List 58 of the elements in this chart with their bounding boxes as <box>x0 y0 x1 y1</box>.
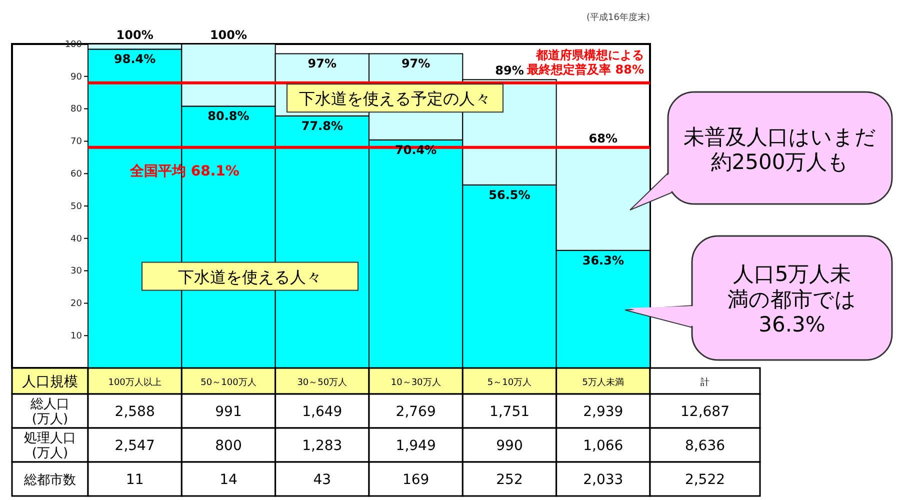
text: (平成16年度末) <box>586 12 650 23</box>
data-label: 2,033 <box>583 472 624 488</box>
series-label: 処理人口(万人) <box>24 431 76 461</box>
y-tick-label: 20 <box>70 299 82 310</box>
data-label: 1,751 <box>489 404 530 420</box>
data-label: 2,588 <box>114 404 155 420</box>
total-label: 68% <box>588 132 618 146</box>
y-tick-label: 50 <box>70 202 82 212</box>
category-label: 5万人未満 <box>582 377 624 388</box>
y-tick-label: 40 <box>70 234 82 244</box>
ref-line-label: 都道府県構想による最終想定普及率 88% <box>526 48 644 76</box>
total-label: 89% <box>495 64 524 78</box>
y-tick-label: 70 <box>70 137 82 148</box>
data-label: 56.5% <box>488 188 530 202</box>
y-tick-label: 10 <box>70 331 82 342</box>
text: 人口規模 <box>22 374 78 390</box>
data-label: 2,939 <box>583 404 624 420</box>
data-label: 14 <box>220 472 238 488</box>
data-label: 80.8% <box>208 109 250 124</box>
data-label: 991 <box>215 404 242 420</box>
series-label: 下水道を使える人々 <box>178 267 322 286</box>
data-label: 2,769 <box>396 404 436 420</box>
data-label: 43 <box>313 472 332 488</box>
y-tick-label: 80 <box>70 104 82 115</box>
data-label: 2,522 <box>684 472 726 488</box>
series-label: 総都市数 <box>23 473 76 488</box>
category-label: 30～50万人 <box>297 377 348 388</box>
text: 人口5万人未満の都市では36.3% <box>728 262 856 337</box>
data-label: 1,066 <box>583 438 624 454</box>
data-label: 1,283 <box>302 438 342 454</box>
series-label: 下水道を使える予定の人々 <box>299 89 491 108</box>
category-label: 100万人以上 <box>108 377 162 388</box>
total-label: 97% <box>308 56 337 71</box>
data-label: 252 <box>496 472 523 488</box>
category-label: 5～10万人 <box>487 377 532 388</box>
text: 未普及人口はいまだ約2500万人も <box>684 124 876 174</box>
data-label: 36.3% <box>582 253 624 268</box>
total-label: 100% <box>116 28 154 42</box>
y-tick-label: 90 <box>70 72 82 82</box>
total-label: 100% <box>210 28 248 42</box>
data-label: 990 <box>496 438 523 454</box>
data-label: 8,636 <box>684 438 726 454</box>
category-label: 50～100万人 <box>200 377 256 388</box>
y-tick-label: 60 <box>70 169 82 180</box>
data-label: 1,949 <box>396 438 436 454</box>
total-label: 97% <box>401 56 430 71</box>
category-label: 計 <box>700 377 710 388</box>
data-label: 800 <box>215 438 242 454</box>
category-label: 10～30万人 <box>390 377 441 388</box>
data-label: 77.8% <box>301 118 343 133</box>
y-tick-label: 30 <box>70 266 82 277</box>
data-label: 1,649 <box>302 404 342 420</box>
series-label: 総人口(万人) <box>30 397 70 427</box>
data-label: 11 <box>126 472 144 488</box>
data-label: 169 <box>402 472 430 488</box>
data-label: 2,547 <box>114 438 155 454</box>
data-label: 98.4% <box>114 52 156 66</box>
data-label: 12,687 <box>680 404 730 420</box>
